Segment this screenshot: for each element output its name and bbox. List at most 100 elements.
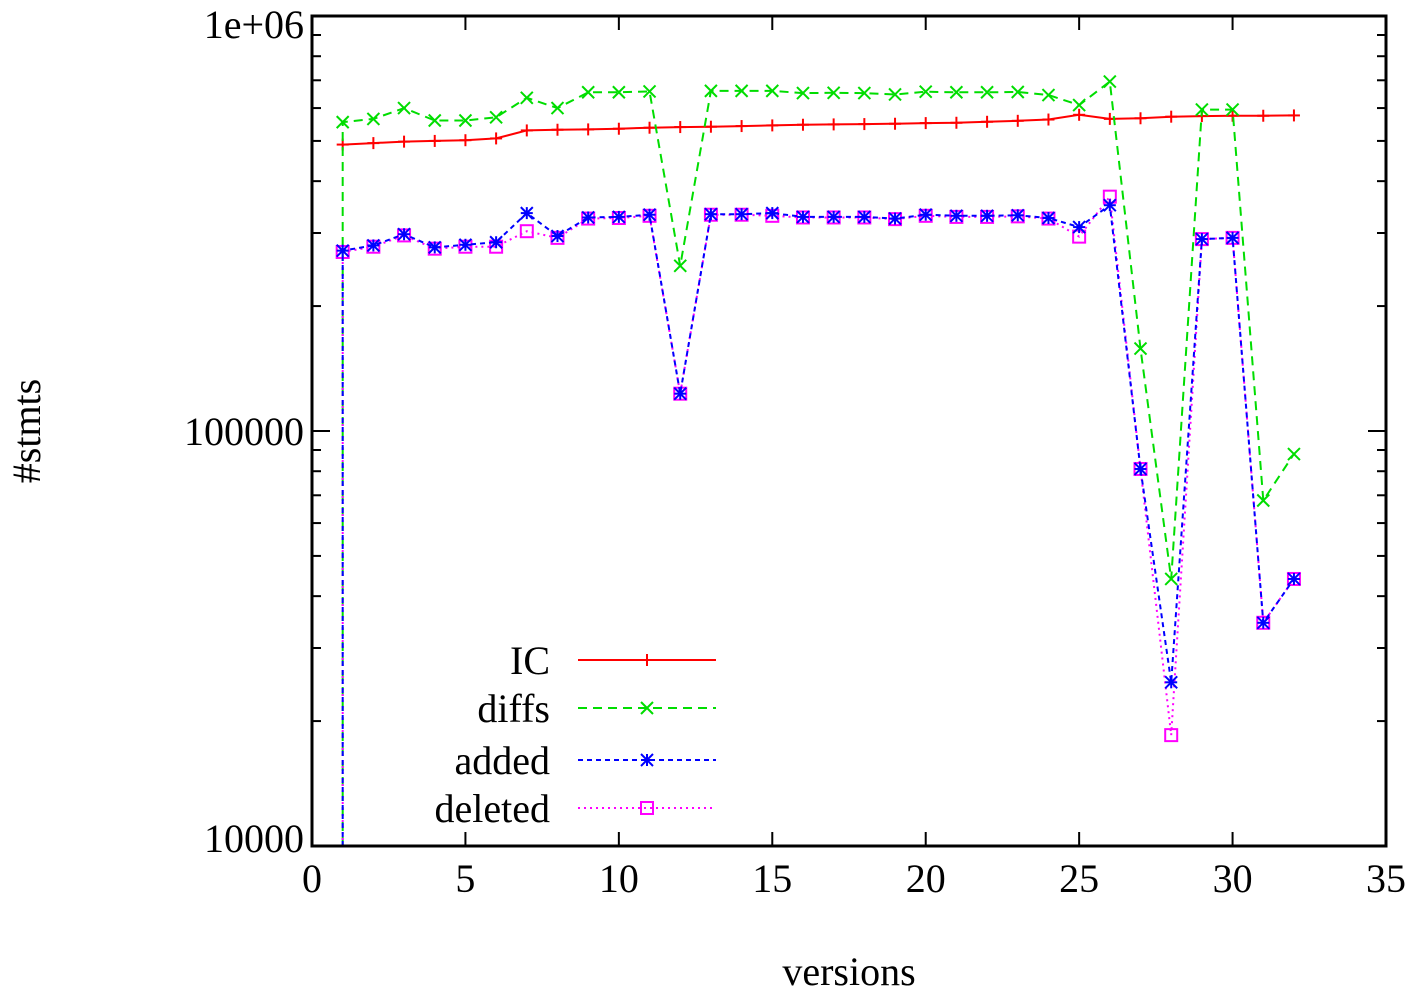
ic-point bbox=[367, 137, 380, 150]
added-point bbox=[335, 243, 350, 258]
ic-point bbox=[1257, 109, 1270, 122]
added-point bbox=[919, 208, 933, 222]
ic-point bbox=[551, 123, 564, 136]
ic-point bbox=[919, 117, 932, 130]
plot-frame bbox=[310, 14, 1388, 848]
ic-point bbox=[950, 116, 963, 129]
diffs-point bbox=[366, 112, 381, 126]
diffs-point bbox=[550, 101, 565, 115]
ic-point bbox=[1134, 112, 1147, 125]
legend-label-diffs: diffs bbox=[477, 686, 550, 731]
ic-point bbox=[1073, 108, 1086, 121]
diffs-point bbox=[1195, 102, 1209, 117]
y-tick-label: 100000 bbox=[184, 409, 304, 454]
added-point bbox=[1072, 220, 1086, 234]
diffs-point bbox=[520, 91, 534, 105]
diffs-point bbox=[704, 84, 718, 98]
legend-label-deleted: deleted bbox=[435, 786, 551, 831]
ic-point bbox=[398, 135, 411, 148]
diffs-point bbox=[335, 115, 350, 129]
ic-point bbox=[796, 118, 809, 131]
diffs-point bbox=[1225, 102, 1240, 117]
diffs-point bbox=[1133, 341, 1148, 356]
ic-point bbox=[459, 134, 472, 147]
added-point bbox=[366, 238, 381, 253]
diffs-point bbox=[612, 85, 626, 99]
added-point bbox=[397, 227, 411, 241]
x-tick-label: 10 bbox=[599, 856, 639, 901]
diffs-point bbox=[1011, 85, 1025, 99]
added-point bbox=[980, 209, 994, 223]
ic-point bbox=[704, 120, 717, 133]
diffs-point bbox=[458, 113, 473, 128]
ic-point bbox=[858, 118, 871, 131]
added-point bbox=[612, 210, 626, 224]
diffs-point bbox=[826, 86, 841, 100]
added-point bbox=[734, 207, 749, 221]
diffs-point bbox=[796, 86, 810, 100]
added-point bbox=[826, 210, 841, 224]
ic-point bbox=[612, 122, 625, 135]
diffs-point bbox=[1103, 74, 1117, 89]
x-tick-label: 15 bbox=[752, 856, 792, 901]
added-point bbox=[857, 210, 872, 224]
diffs-point bbox=[1287, 447, 1301, 461]
x-tick-label: 25 bbox=[1059, 856, 1099, 901]
x-tick-label: 20 bbox=[906, 856, 946, 901]
added-point bbox=[1103, 198, 1117, 212]
diffs-point bbox=[919, 85, 933, 99]
added-line bbox=[341, 203, 1295, 846]
diffs-point bbox=[397, 101, 411, 115]
legend-marker-diffs bbox=[640, 701, 654, 715]
ic-point bbox=[582, 123, 595, 136]
x-tick-label: 0 bbox=[302, 856, 322, 901]
added-point bbox=[1041, 211, 1056, 225]
diffs-point bbox=[1256, 493, 1270, 508]
diffs-point bbox=[734, 84, 749, 98]
diffs-point bbox=[673, 259, 687, 273]
added-point bbox=[949, 209, 964, 223]
diffs-point bbox=[428, 113, 442, 128]
y-axis-title: #stmts bbox=[4, 379, 49, 483]
diffs-point bbox=[1164, 572, 1178, 586]
added-point bbox=[1011, 208, 1025, 222]
added-point bbox=[1256, 616, 1270, 630]
diffs-line bbox=[341, 79, 1295, 846]
x-tick-label: 30 bbox=[1213, 856, 1253, 901]
ic-point bbox=[735, 120, 748, 133]
legend-label-added: added bbox=[454, 738, 550, 783]
ic-point bbox=[490, 132, 503, 145]
deleted-point bbox=[519, 224, 534, 239]
deleted-point bbox=[1164, 728, 1179, 743]
ic-point bbox=[674, 121, 687, 134]
ic-point bbox=[1287, 109, 1300, 122]
added-point bbox=[1287, 572, 1301, 586]
diffs-point bbox=[888, 87, 902, 102]
ic-point bbox=[643, 121, 656, 134]
ic-point bbox=[520, 124, 533, 137]
added-point bbox=[704, 207, 718, 221]
ic-point bbox=[889, 117, 902, 130]
added-point bbox=[642, 208, 657, 222]
series-layer bbox=[335, 74, 1301, 846]
added-point bbox=[550, 229, 565, 243]
ic-point bbox=[827, 118, 840, 131]
ic-point bbox=[1042, 113, 1055, 126]
x-axis-title: versions bbox=[782, 949, 915, 990]
added-point bbox=[581, 210, 595, 225]
diffs-point bbox=[765, 84, 779, 98]
ic-point bbox=[428, 134, 441, 147]
added-point bbox=[673, 386, 687, 401]
ic-point bbox=[766, 119, 779, 132]
ic-point bbox=[1165, 110, 1178, 123]
x-tick-label: 35 bbox=[1366, 856, 1406, 901]
diffs-point bbox=[857, 86, 872, 100]
added-point bbox=[458, 238, 473, 252]
added-point bbox=[1133, 462, 1148, 476]
diffs-point bbox=[949, 85, 964, 99]
y-tick-label: 1e+06 bbox=[204, 2, 304, 47]
ic-point bbox=[981, 115, 994, 128]
added-point bbox=[765, 206, 779, 220]
diffs-point bbox=[489, 110, 503, 125]
